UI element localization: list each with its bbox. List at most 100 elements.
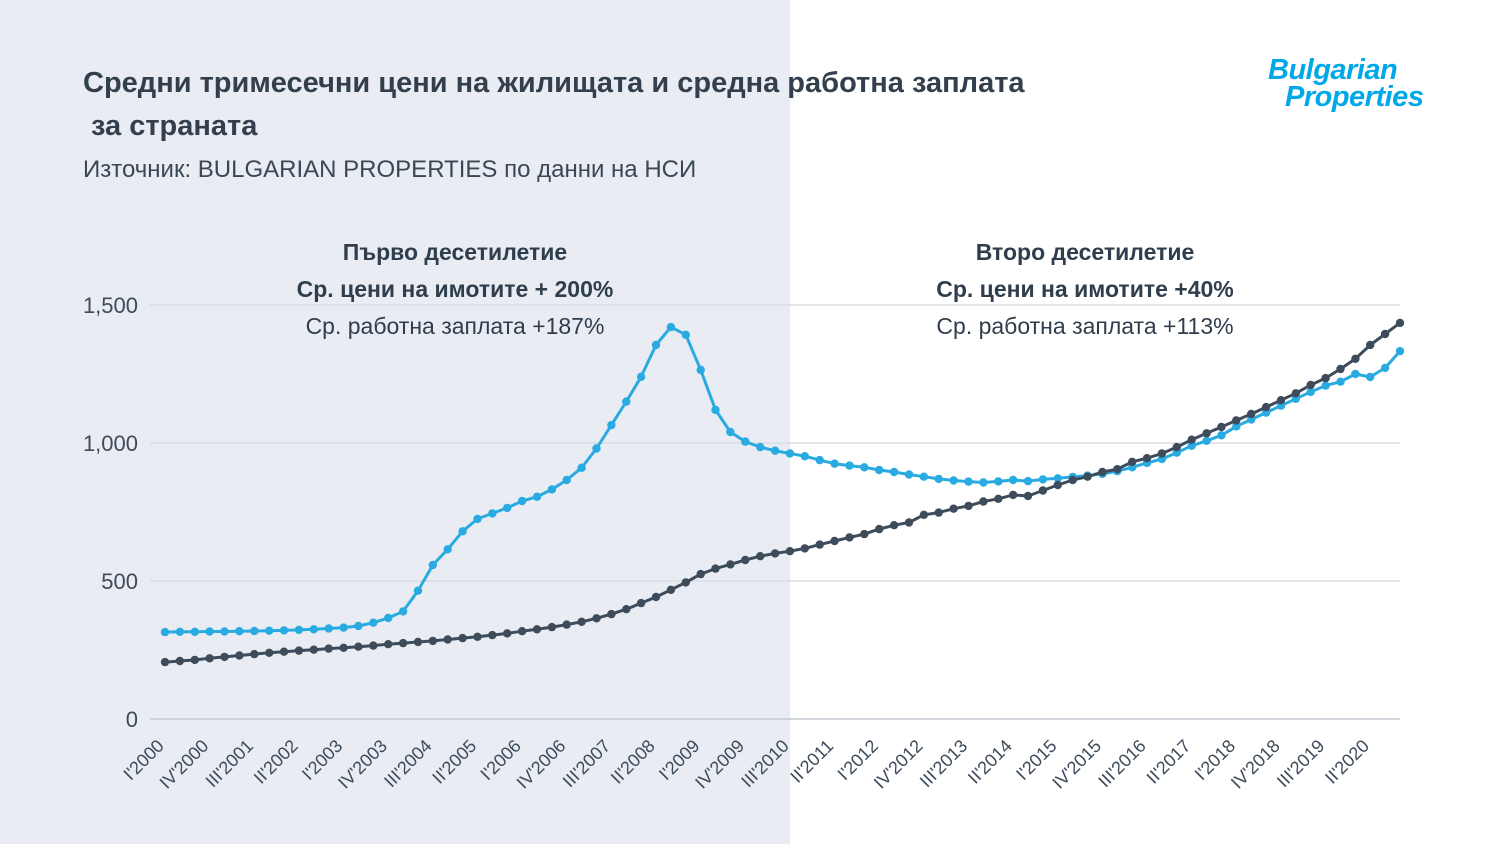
salary-point (279, 647, 289, 656)
salary-point (919, 510, 929, 519)
first-decade-salary: Ср. работна заплата +187% (305, 313, 605, 339)
property-prices-point (711, 405, 720, 415)
property-prices-point (860, 463, 869, 472)
salary-point (815, 540, 824, 549)
salary-point (1366, 340, 1375, 350)
salary-point (681, 578, 690, 587)
property-prices-point (681, 330, 690, 339)
x-tick-label: III'2007 (559, 736, 614, 791)
property-prices-point (235, 627, 244, 636)
page-title: Средни тримесечни цени на жилищата и сре… (83, 62, 1025, 148)
salary-point (964, 501, 973, 511)
x-tick-label: IV'2006 (513, 736, 570, 793)
salary-point (904, 518, 914, 527)
property-prices-point (428, 560, 437, 570)
salary-point (622, 605, 631, 614)
salary-point (1217, 422, 1226, 432)
salary-point (265, 648, 274, 657)
x-tick-label: III'2010 (737, 736, 792, 791)
property-prices-point (205, 627, 214, 636)
property-prices-point (592, 444, 601, 453)
y-tick-label: 0 (126, 707, 138, 732)
property-prices-point (949, 476, 958, 485)
salary-point (1321, 373, 1330, 383)
salary-point (517, 627, 527, 636)
property-prices-point (265, 626, 274, 635)
salary-point (547, 622, 557, 632)
salary-point (860, 529, 869, 539)
salary-point (1142, 454, 1152, 463)
salary-point (1261, 402, 1271, 412)
salary-point (458, 633, 467, 643)
property-prices-point (503, 503, 512, 513)
property-prices-point (979, 478, 988, 487)
x-tick-label: IV'2015 (1048, 736, 1105, 793)
salary-point (726, 560, 735, 569)
salary-point (339, 643, 348, 652)
salary-point (175, 656, 185, 666)
property-prices-point (1351, 369, 1360, 379)
salary-point (562, 620, 571, 629)
property-prices-point (666, 322, 676, 332)
salary-point (413, 637, 423, 647)
salary-point (1395, 318, 1405, 328)
property-prices-point (324, 624, 333, 633)
salary-point (1247, 409, 1256, 419)
property-prices-point (1306, 387, 1315, 397)
salary-point (607, 609, 616, 619)
property-prices-point (964, 477, 973, 486)
salary-point (1098, 467, 1107, 477)
property-prices-point (473, 514, 482, 524)
property-prices-point (220, 627, 229, 636)
property-prices-point (800, 452, 809, 461)
salary-point (369, 641, 378, 650)
salary-point (309, 645, 318, 654)
salary-point (889, 521, 899, 530)
logo-line2: Properties (1285, 81, 1424, 113)
logo-line1: Bulgarian (1268, 54, 1398, 86)
salary-point (503, 629, 512, 638)
salary-point (235, 651, 244, 660)
salary-point (636, 598, 646, 608)
salary-point (785, 547, 795, 556)
salary-point (1023, 491, 1033, 501)
y-tick-label: 1,500 (83, 293, 138, 318)
page-title-line1: Средни тримесечни цени на жилищата и сре… (83, 67, 1025, 99)
salary-point (190, 655, 199, 665)
property-prices-point (250, 626, 259, 636)
property-prices-point (830, 459, 839, 468)
page-title-line2: за страната (91, 110, 258, 142)
salary-point (1336, 364, 1345, 374)
salary-point (1008, 490, 1018, 500)
property-prices-point (1336, 377, 1345, 386)
x-tick-label: IV'2018 (1227, 736, 1284, 793)
property-prices-point (785, 449, 795, 458)
x-tick-label: IV'2012 (870, 736, 927, 793)
property-prices-point (1202, 436, 1211, 445)
salary-point (934, 508, 943, 517)
x-tick-label: II'2020 (1321, 736, 1373, 788)
property-prices-point (756, 442, 765, 452)
property-prices-point (696, 365, 705, 375)
property-prices-point (488, 509, 497, 518)
property-prices-point (1380, 363, 1390, 373)
property-prices-point (889, 467, 899, 477)
salary-point (250, 649, 259, 659)
source-subtitle: Източник: BULGARIAN PROPERTIES по данни … (83, 156, 697, 183)
salary-point (160, 657, 170, 667)
salary-point (488, 630, 497, 640)
property-prices-point (517, 496, 527, 506)
salary-point (473, 632, 482, 641)
salary-point (294, 646, 304, 655)
salary-point (741, 555, 750, 565)
property-prices-point (726, 427, 735, 437)
salary-point (1351, 354, 1360, 363)
property-prices-point (934, 474, 943, 484)
x-tick-label: III'2019 (1273, 736, 1328, 791)
salary-point (875, 524, 884, 534)
first-decade-title: Първо десетилетие (342, 239, 568, 265)
salary-point (1083, 472, 1092, 481)
salary-point (577, 617, 586, 626)
salary-point (696, 569, 705, 579)
